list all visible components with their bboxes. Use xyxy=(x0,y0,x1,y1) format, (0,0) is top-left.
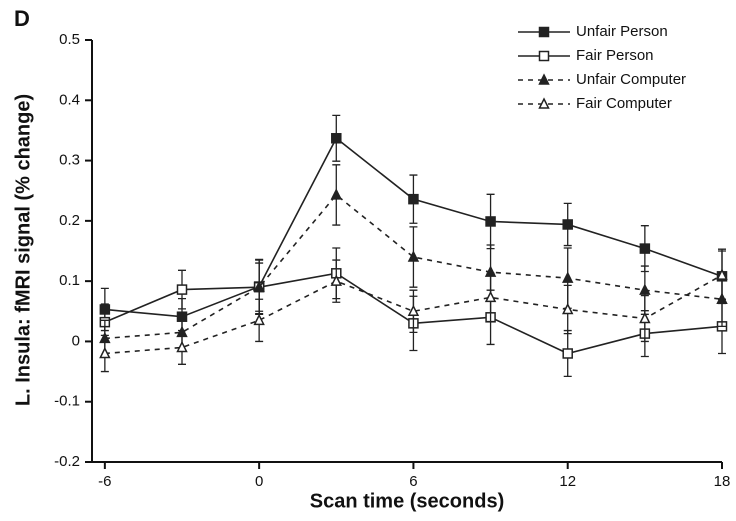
y-tick-label: 0.1 xyxy=(59,272,80,289)
y-tick-label: -0.2 xyxy=(54,453,80,470)
legend-marker xyxy=(540,28,549,37)
x-axis-title: Scan time (seconds) xyxy=(310,490,505,512)
marker xyxy=(486,217,495,226)
x-tick-label: 6 xyxy=(409,473,417,490)
x-tick-label: 12 xyxy=(559,473,576,490)
marker xyxy=(640,285,649,294)
marker xyxy=(563,220,572,229)
legend-marker xyxy=(540,52,549,61)
y-tick-label: 0.5 xyxy=(59,31,80,48)
marker xyxy=(640,244,649,253)
marker xyxy=(178,285,187,294)
legend-label: Fair Person xyxy=(576,47,654,64)
marker xyxy=(332,134,341,143)
panel-label: D xyxy=(14,6,30,31)
legend-label: Fair Computer xyxy=(576,95,672,112)
x-tick-label: 0 xyxy=(255,473,263,490)
legend-label: Unfair Computer xyxy=(576,71,686,88)
marker xyxy=(563,273,572,282)
chart: D Scan time (seconds) L. Insula: fMRI si… xyxy=(0,0,736,521)
marker xyxy=(563,349,572,358)
x-tick-label: 18 xyxy=(714,473,731,490)
y-tick-label: 0 xyxy=(72,332,80,349)
marker xyxy=(332,190,341,199)
x-tick-label: -6 xyxy=(98,473,111,490)
y-axis-title: L. Insula: fMRI signal (% change) xyxy=(12,94,34,406)
marker xyxy=(255,315,264,324)
marker xyxy=(409,195,418,204)
y-tick-label: 0.2 xyxy=(59,212,80,229)
y-tick-label: 0.4 xyxy=(59,91,80,108)
marker xyxy=(409,252,418,261)
y-tick-label: -0.1 xyxy=(54,393,80,410)
y-tick-label: 0.3 xyxy=(59,152,80,169)
legend-label: Unfair Person xyxy=(576,23,668,40)
marker xyxy=(486,292,495,301)
